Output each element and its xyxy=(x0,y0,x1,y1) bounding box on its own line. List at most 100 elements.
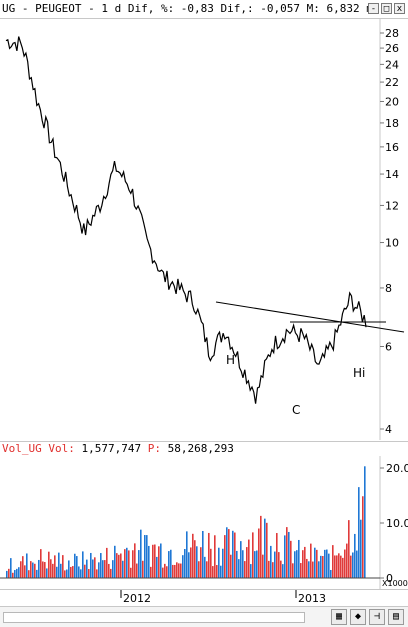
volume-bar xyxy=(308,561,310,578)
volume-bar xyxy=(346,543,348,578)
volume-bar xyxy=(334,555,336,578)
volume-bar xyxy=(260,515,262,578)
volume-header: Vol_UG Vol: 1,577,747 P: 58,268,293 xyxy=(2,442,234,456)
volume-bar xyxy=(86,559,88,578)
volume-bar xyxy=(100,553,102,578)
volume-bar xyxy=(184,549,186,578)
volume-bar xyxy=(126,547,128,578)
chart-title: UG - PEUGEOT - 1 d Dif, %: -0,83 Dif,: -… xyxy=(2,2,400,15)
maximize-button[interactable]: □ xyxy=(381,3,392,14)
volume-bar xyxy=(42,561,44,578)
x-axis: 2012 2013 xyxy=(0,590,408,606)
volume-bar xyxy=(202,530,204,578)
price-chart-pane[interactable]: 28 26 24 22 20 18 16 14 12 10 8 6 4 H C Hi xyxy=(0,19,408,440)
volume-bar xyxy=(244,561,246,578)
volume-y-tick-label: 10.0 xyxy=(386,517,408,530)
volume-bar xyxy=(340,555,342,578)
volume-bar xyxy=(352,552,354,578)
volume-bar xyxy=(118,554,120,578)
volume-bar xyxy=(130,567,132,578)
palette-icon[interactable]: ◆ xyxy=(350,609,366,625)
volume-bar xyxy=(282,564,284,578)
volume-bar xyxy=(342,557,344,578)
price-y-tick-label: 6 xyxy=(385,340,392,353)
volume-bar xyxy=(176,562,178,578)
p-value: 58,268,293 xyxy=(167,442,234,455)
pattern-annotation-h: H xyxy=(226,353,235,367)
volume-bar xyxy=(198,561,200,578)
volume-bar xyxy=(294,551,296,578)
volume-bar xyxy=(26,553,28,578)
volume-bar xyxy=(190,547,192,578)
volume-bar xyxy=(216,565,218,578)
volume-bar xyxy=(290,540,292,578)
volume-bar xyxy=(32,562,34,578)
volume-bar xyxy=(312,561,314,578)
volume-bar xyxy=(92,559,94,578)
volume-chart-pane[interactable]: Vol_UG Vol: 1,577,747 P: 58,268,293 20.0… xyxy=(0,441,408,590)
volume-bar xyxy=(310,543,312,578)
color-chart-icon[interactable]: ▦ xyxy=(331,609,347,625)
chart-header: UG - PEUGEOT - 1 d Dif, %: -0,83 Dif,: -… xyxy=(0,0,408,19)
volume-bar xyxy=(52,563,54,578)
volume-bar xyxy=(98,562,100,578)
volume-bar xyxy=(320,555,322,578)
volume-bar xyxy=(168,551,170,578)
volume-bar xyxy=(364,466,366,578)
volume-bar xyxy=(14,570,16,578)
volume-bar xyxy=(12,572,14,578)
price-y-tick-label: 8 xyxy=(385,282,392,295)
volume-bar xyxy=(132,550,134,578)
volume-bar xyxy=(88,569,90,578)
volume-bar xyxy=(90,552,92,578)
neckline-trendline[interactable] xyxy=(215,301,405,333)
volume-bar xyxy=(58,552,60,578)
volume-bar xyxy=(38,559,40,578)
volume-bar xyxy=(220,565,222,578)
volume-bar xyxy=(146,535,148,578)
drawing-tools-icon[interactable]: ▤ xyxy=(388,609,404,625)
volume-bar xyxy=(74,553,76,578)
volume-bar xyxy=(362,496,364,578)
volume-bar xyxy=(148,545,150,578)
volume-bar xyxy=(218,547,220,578)
volume-bar xyxy=(208,532,210,578)
volume-bar xyxy=(162,567,164,578)
volume-bar xyxy=(16,568,18,578)
volume-bar xyxy=(338,553,340,578)
volume-bar xyxy=(286,527,288,578)
volume-bar xyxy=(358,487,360,578)
volume-y-tick-label: 0 xyxy=(386,572,393,585)
volume-bar xyxy=(204,556,206,578)
volume-bar xyxy=(194,540,196,578)
close-button[interactable]: x xyxy=(394,3,405,14)
volume-bar xyxy=(28,570,30,578)
volume-bar xyxy=(20,561,22,578)
volume-bar xyxy=(22,556,24,578)
price-y-tick-label: 28 xyxy=(385,27,399,40)
price-chart[interactable]: 28 26 24 22 20 18 16 14 12 10 8 6 4 H C Hi xyxy=(0,19,408,440)
volume-bar xyxy=(114,545,116,578)
volume-bar xyxy=(360,519,362,578)
volume-bar xyxy=(246,547,248,578)
volume-bar xyxy=(50,559,52,578)
volume-bar xyxy=(160,543,162,578)
volume-bar xyxy=(84,564,86,578)
volume-bar xyxy=(120,553,122,578)
volume-value: 1,577,747 xyxy=(81,442,142,455)
horizontal-scrollbar[interactable] xyxy=(3,612,305,623)
volume-y-tick-label: 20.0 xyxy=(386,462,408,475)
volume-bar xyxy=(76,556,78,578)
volume-bar xyxy=(152,544,154,578)
volume-vol-label: Vol: xyxy=(48,442,75,455)
volume-bar xyxy=(330,569,332,578)
minimize-button[interactable]: - xyxy=(368,3,379,14)
volume-bar xyxy=(240,541,242,578)
volume-bar xyxy=(8,568,10,578)
volume-bar xyxy=(68,560,70,578)
volume-bar xyxy=(166,566,168,578)
pin-icon[interactable]: ⊣ xyxy=(369,609,385,625)
volume-bar xyxy=(276,533,278,578)
volume-bar xyxy=(354,533,356,578)
